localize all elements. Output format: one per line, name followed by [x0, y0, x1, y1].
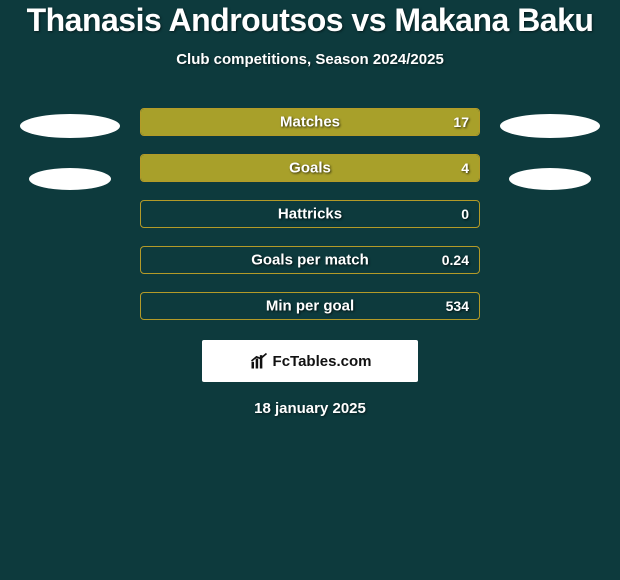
- left-ovals: [20, 108, 120, 190]
- stat-bar: Goals per match 0.24: [140, 246, 480, 274]
- comparison-row: Matches 17 Goals 4 Hattricks 0 Goals per match…: [0, 108, 620, 320]
- stat-bar-value: 0: [461, 206, 469, 222]
- container: Thanasis Androutsos vs Makana Baku Club …: [0, 0, 620, 417]
- badge-label: FcTables.com: [273, 353, 372, 370]
- stat-bar-value: 534: [446, 298, 469, 314]
- oval-placeholder-icon: [500, 114, 600, 138]
- stat-bar-label: Hattricks: [278, 206, 342, 223]
- chart-icon: [249, 351, 269, 371]
- oval-placeholder-icon: [29, 168, 111, 190]
- stat-bars: Matches 17 Goals 4 Hattricks 0 Goals per match…: [140, 108, 480, 320]
- stat-bar: Hattricks 0: [140, 200, 480, 228]
- stat-bar-label: Matches: [280, 114, 340, 131]
- stat-bar-label: Goals: [289, 160, 331, 177]
- stat-bar-value: 17: [453, 114, 469, 130]
- right-ovals: [500, 108, 600, 190]
- oval-placeholder-icon: [509, 168, 591, 190]
- page-date: 18 january 2025: [254, 400, 366, 417]
- stat-bar: Min per goal 534: [140, 292, 480, 320]
- source-badge[interactable]: FcTables.com: [202, 340, 418, 382]
- stat-bar-value: 4: [461, 160, 469, 176]
- stat-bar-label: Goals per match: [251, 252, 369, 269]
- page-subtitle: Club competitions, Season 2024/2025: [176, 51, 444, 68]
- page-title: Thanasis Androutsos vs Makana Baku: [27, 2, 594, 39]
- stat-bar-value: 0.24: [442, 252, 469, 268]
- stat-bar: Goals 4: [140, 154, 480, 182]
- oval-placeholder-icon: [20, 114, 120, 138]
- stat-bar: Matches 17: [140, 108, 480, 136]
- stat-bar-label: Min per goal: [266, 298, 354, 315]
